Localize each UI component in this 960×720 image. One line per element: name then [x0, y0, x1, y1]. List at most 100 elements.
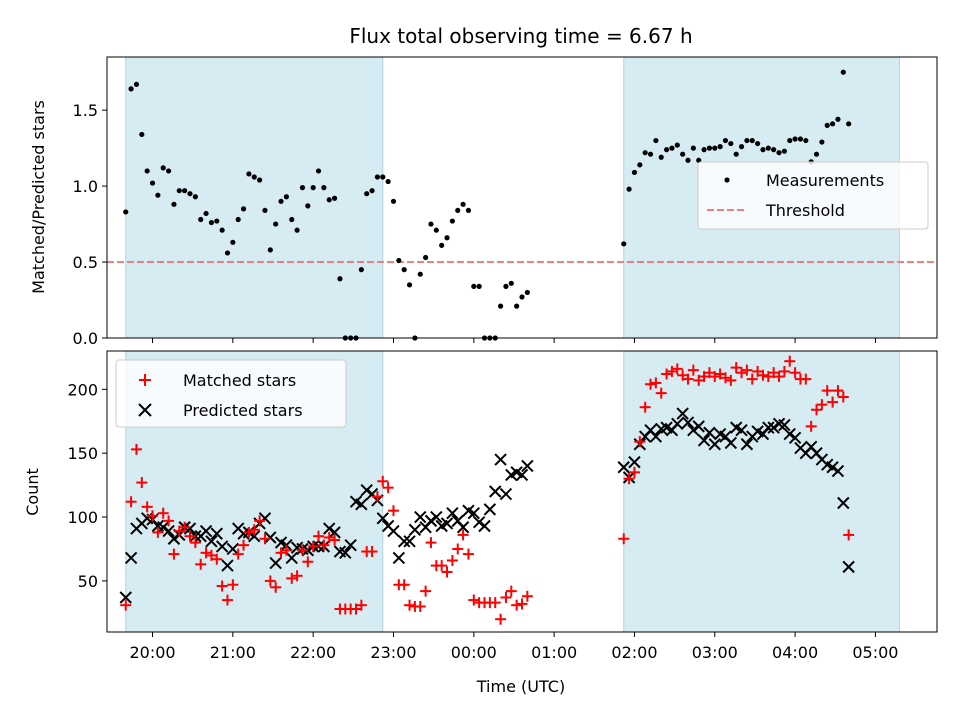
matched-star-point	[666, 365, 678, 377]
matched-star-point	[843, 529, 855, 541]
measurement-point	[647, 151, 654, 157]
matched-star-point	[232, 548, 244, 560]
matched-star-point	[816, 399, 828, 411]
predicted-star-point	[515, 468, 529, 482]
bottom-y-ticks: 50 100 150 200	[67, 380, 107, 591]
predicted-stars-legend-label: Predicted stars	[183, 401, 303, 420]
measurement-point	[663, 147, 670, 153]
measurement-point	[658, 154, 664, 160]
matched-star-point	[130, 443, 142, 455]
measurement-point	[240, 206, 247, 212]
matched-star-point	[650, 377, 662, 389]
y-tick-label: 150	[67, 444, 98, 463]
matched-star-point	[811, 404, 823, 416]
predicted-star-point	[392, 551, 406, 565]
measurement-point	[390, 198, 397, 204]
measurement-point	[315, 168, 322, 174]
predicted-star-point	[735, 423, 748, 437]
measurement-point	[128, 86, 134, 92]
measurement-point	[706, 145, 713, 151]
x-tick-label: 00:00	[451, 643, 497, 662]
measurement-point	[294, 227, 300, 233]
predicted-star-point	[826, 461, 839, 474]
predicted-star-point	[499, 487, 513, 501]
measurement-point	[321, 185, 327, 191]
matched-star-point	[634, 436, 646, 448]
measurement-point	[385, 178, 391, 185]
predicted-star-point	[226, 542, 240, 556]
measurement-point	[187, 191, 193, 197]
measurement-point	[503, 283, 509, 289]
measurement-point	[455, 207, 461, 214]
predicted-star-point	[456, 521, 470, 534]
measurement-point	[631, 169, 638, 176]
predicted-star-point	[258, 512, 272, 525]
x-tick-label: 20:00	[129, 643, 175, 662]
bottom-panel: 50 100 150 200 20:00 21:00 22:00 23:00 00:00 01:…	[23, 350, 938, 696]
predicted-star-point	[344, 538, 357, 552]
predicted-star-point	[215, 540, 229, 553]
measurement-point	[369, 188, 375, 194]
measurement-point	[123, 209, 129, 215]
matched-star-point	[211, 553, 223, 565]
measurement-point	[728, 140, 734, 147]
y-tick-label: 100	[67, 508, 98, 527]
x-tick-label: 21:00	[210, 643, 256, 662]
measurement-point	[230, 239, 236, 245]
matched-star-point	[323, 531, 335, 543]
measurement-point	[712, 145, 718, 151]
measurement-point	[139, 131, 145, 138]
measurement-point	[149, 180, 156, 186]
measurement-point	[846, 121, 852, 127]
measurement-point	[465, 207, 472, 214]
measurement-point	[760, 147, 766, 153]
matched-star-point	[189, 537, 201, 549]
matched-star-point	[147, 510, 159, 522]
measurement-point	[267, 247, 273, 253]
measurement-point	[701, 147, 707, 153]
predicted-star-point	[323, 522, 336, 535]
measurement-point	[749, 137, 755, 144]
matched-star-point	[120, 599, 132, 611]
predicted-star-point	[837, 496, 850, 510]
measurement-point	[331, 195, 338, 201]
measurement-point	[519, 294, 525, 300]
measurement-point	[273, 221, 279, 227]
bottom-legend-box	[115, 359, 347, 428]
predicted-star-point	[724, 436, 738, 450]
measurement-point	[423, 254, 429, 261]
matched-star-point	[623, 473, 635, 485]
predicted-star-point	[264, 531, 277, 544]
predicted-star-point	[762, 421, 775, 434]
measurement-point	[449, 218, 455, 224]
measurement-point	[497, 303, 504, 309]
measurement-point	[289, 216, 295, 223]
predicted-star-point	[339, 546, 352, 560]
measurement-point	[653, 137, 659, 144]
matched-star-point	[628, 466, 640, 478]
measurement-point	[829, 121, 836, 127]
predicted-star-point	[328, 526, 341, 539]
measurement-point	[380, 174, 386, 180]
predicted-star-point	[162, 524, 175, 538]
bottom-x-ticks: 20:00 21:00 22:00 23:00 00:00 01:00 02:00 03:00…	[129, 632, 898, 662]
predicted-star-point	[483, 503, 497, 516]
measurement-point	[219, 227, 225, 233]
predicted-star-point	[119, 591, 132, 604]
matched-star-point	[270, 581, 282, 593]
measurement-point	[246, 171, 252, 177]
predicted-star-point	[649, 430, 663, 443]
measurement-point	[283, 194, 289, 200]
matched-star-point	[238, 539, 250, 551]
matched-star-point	[832, 385, 844, 397]
matched-star-point	[511, 599, 523, 611]
matched-star-point	[318, 539, 330, 551]
matched-star-point	[827, 396, 839, 408]
matched-star-point	[313, 530, 325, 542]
matched-star-point	[275, 547, 287, 559]
measurement-point	[396, 257, 402, 264]
x-tick-label: 05:00	[852, 643, 898, 662]
measurement-point	[690, 145, 696, 151]
measurement-point	[626, 186, 632, 192]
measurement-point	[299, 185, 306, 191]
